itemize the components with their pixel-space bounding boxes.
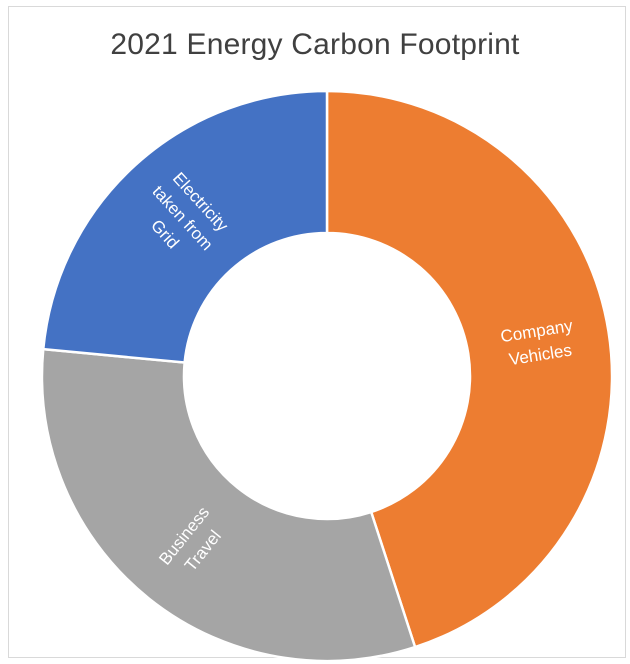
chart-title: 2021 Energy Carbon Footprint bbox=[110, 28, 520, 61]
slice-business-travel bbox=[40, 347, 417, 663]
slices-layer bbox=[40, 89, 614, 663]
slice-company-vehicles bbox=[325, 89, 614, 649]
slice-electricity-taken-from-grid bbox=[41, 89, 329, 364]
